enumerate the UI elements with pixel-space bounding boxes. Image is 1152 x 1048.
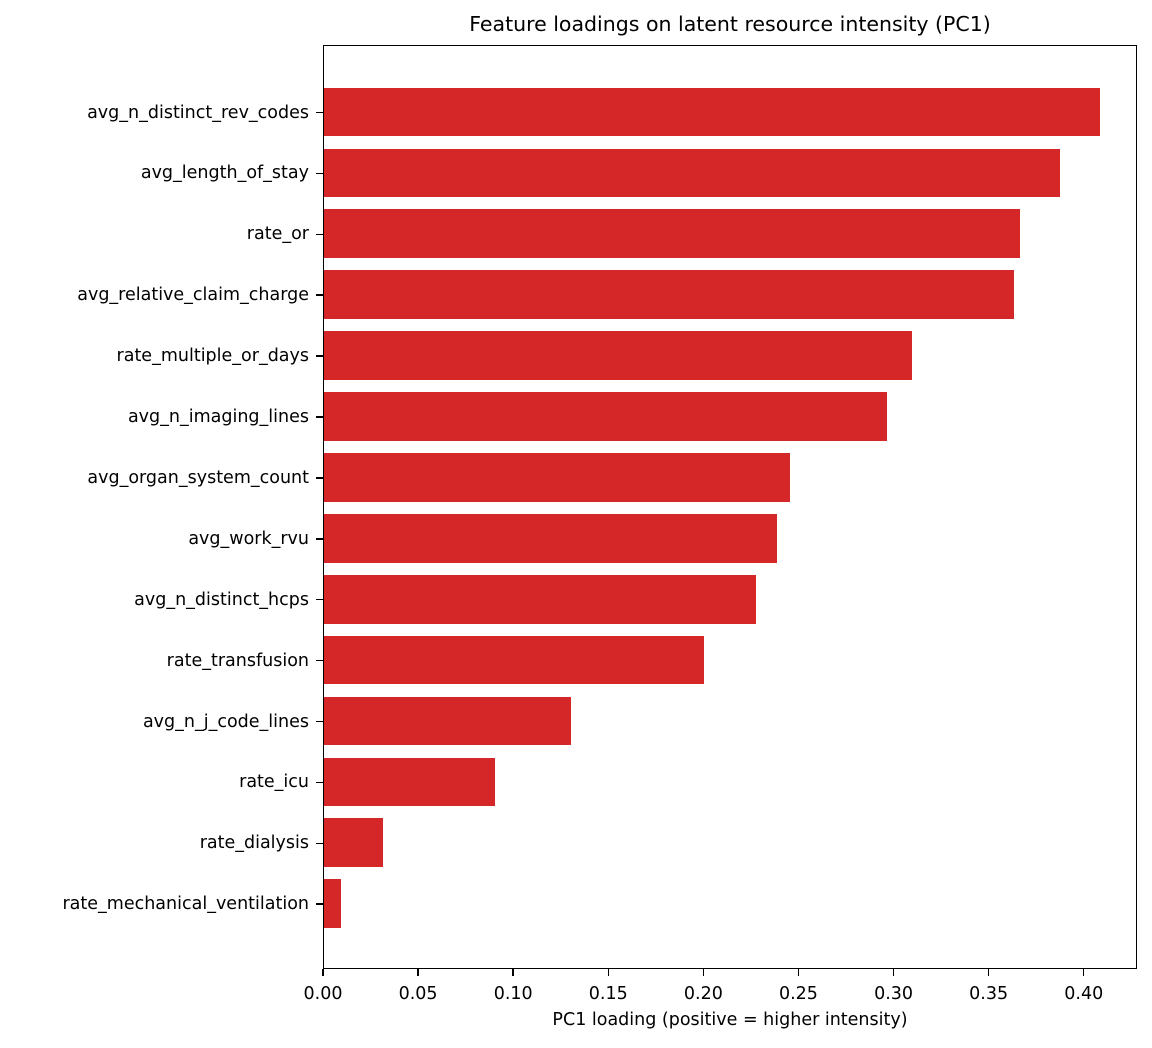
bar-rate-transfusion bbox=[324, 635, 705, 685]
bar-avg-n-imaging-lines bbox=[324, 392, 887, 441]
y-tick bbox=[316, 416, 323, 418]
bar-avg-work-rvu bbox=[324, 513, 777, 563]
y-tick bbox=[316, 477, 323, 479]
x-tick-label: 0.25 bbox=[778, 984, 818, 1004]
plot-area bbox=[323, 45, 1137, 969]
bar-avg-relative-claim-charge bbox=[324, 270, 1015, 320]
x-tick bbox=[987, 969, 990, 976]
y-tick bbox=[316, 781, 323, 784]
y-tick bbox=[316, 111, 323, 114]
x-tick-label: 0.20 bbox=[683, 984, 723, 1004]
y-tick bbox=[316, 598, 323, 601]
x-tick bbox=[322, 969, 324, 976]
y-tick-label: rate_mechanical_ventilation bbox=[62, 894, 309, 915]
y-tick bbox=[316, 720, 323, 723]
y-tick bbox=[316, 172, 323, 175]
y-tick-label: avg_length_of_stay bbox=[140, 163, 309, 184]
bar-rate-icu bbox=[324, 757, 496, 807]
x-tick-label: 0.30 bbox=[874, 984, 914, 1004]
x-tick-label: 0.15 bbox=[588, 984, 628, 1004]
x-tick-label: 0.05 bbox=[398, 984, 438, 1004]
x-tick-label: 0.35 bbox=[969, 984, 1009, 1004]
x-tick bbox=[702, 969, 705, 976]
x-tick bbox=[607, 969, 610, 976]
y-tick-label: avg_n_distinct_hcps bbox=[134, 589, 309, 610]
bar-avg-n-distinct-hcps bbox=[324, 574, 756, 624]
bar-rate-or bbox=[324, 209, 1021, 259]
x-tick-label: 0.40 bbox=[1064, 984, 1104, 1004]
chart-title: Feature loadings on latent resource inte… bbox=[469, 12, 991, 36]
bar-rate-mechanical-ventilation bbox=[324, 879, 342, 929]
x-tick bbox=[797, 969, 800, 976]
y-tick bbox=[316, 659, 323, 662]
bar-rate-dialysis bbox=[324, 818, 383, 868]
y-tick-label: avg_organ_system_count bbox=[87, 467, 309, 488]
y-tick-label: rate_or bbox=[246, 224, 309, 245]
x-tick bbox=[512, 969, 514, 976]
y-tick-label: avg_n_imaging_lines bbox=[127, 407, 309, 427]
y-tick-label: avg_n_distinct_rev_codes bbox=[87, 102, 309, 123]
bar-rate-multiple-or-days bbox=[324, 331, 912, 380]
x-tick bbox=[417, 969, 419, 976]
x-tick bbox=[1082, 969, 1085, 976]
y-tick-label: avg_n_j_code_lines bbox=[142, 711, 309, 732]
y-tick-label: avg_relative_claim_charge bbox=[77, 285, 309, 306]
bar-avg-organ-system-count bbox=[324, 453, 790, 502]
x-tick-label: 0.10 bbox=[493, 984, 533, 1004]
y-tick bbox=[316, 233, 323, 236]
x-axis-label: PC1 loading (positive = higher intensity… bbox=[552, 1010, 908, 1030]
y-tick-label: rate_icu bbox=[239, 772, 309, 793]
y-tick-label: rate_multiple_or_days bbox=[116, 346, 309, 367]
bar-avg-length-of-stay bbox=[324, 148, 1061, 198]
x-tick-label: 0.00 bbox=[303, 984, 343, 1004]
y-tick bbox=[316, 538, 323, 540]
y-tick-label: rate_transfusion bbox=[166, 650, 309, 671]
y-tick-label: avg_work_rvu bbox=[188, 528, 309, 549]
y-tick bbox=[316, 903, 323, 905]
y-tick-label: rate_dialysis bbox=[199, 833, 309, 854]
y-tick bbox=[316, 355, 323, 357]
y-tick bbox=[316, 842, 323, 845]
y-tick bbox=[316, 294, 323, 296]
x-tick bbox=[892, 969, 895, 976]
bar-avg-n-j-code-lines bbox=[324, 696, 572, 746]
bar-avg-n-distinct-rev-codes bbox=[324, 87, 1100, 137]
